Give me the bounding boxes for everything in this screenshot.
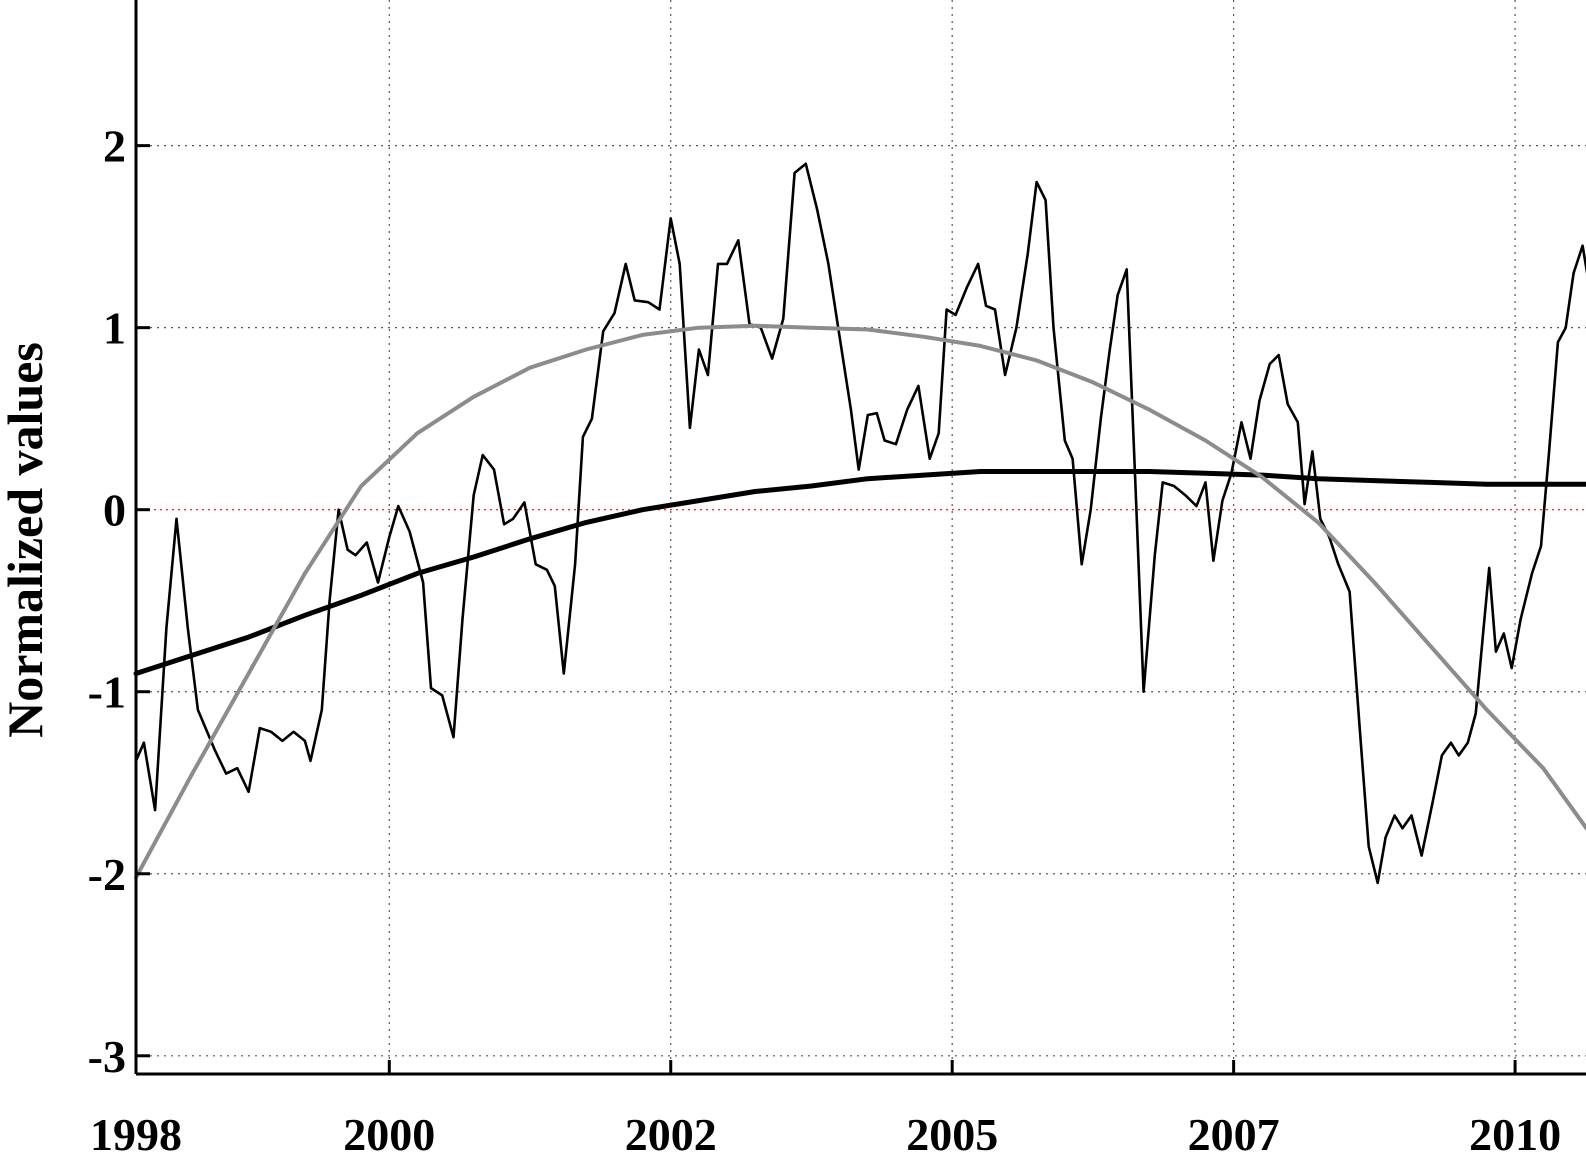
series-layer: [133, 162, 1586, 885]
y-tick-label: -3: [88, 1031, 126, 1082]
y-axis-label: Normalized values: [0, 342, 53, 738]
x-tick-label: 1998: [90, 1109, 182, 1160]
series-line-3: [134, 323, 1586, 880]
x-tick-label: 2007: [1188, 1109, 1280, 1160]
x-tick-label: 2000: [343, 1109, 435, 1160]
x-tick-label: 2005: [906, 1109, 998, 1160]
axes: [134, 0, 1586, 1076]
y-tick-label: -1: [88, 667, 126, 718]
y-tick-label: 1: [103, 303, 126, 354]
x-tick-labels: 1998 2000 2002 2005 2007 2010: [90, 1109, 1561, 1160]
y-tick-label: 0: [103, 485, 126, 536]
x-tick-label: 2002: [625, 1109, 717, 1160]
x-tick-label: 2010: [1469, 1109, 1561, 1160]
series-line-1: [134, 162, 1586, 885]
grid: [136, 0, 1586, 1074]
y-tick-labels: 2 1 0 -1 -2 -3: [88, 121, 126, 1082]
series-line-2: [133, 469, 1586, 676]
y-tick-label: -2: [88, 849, 126, 900]
y-tick-label: 2: [103, 121, 126, 172]
